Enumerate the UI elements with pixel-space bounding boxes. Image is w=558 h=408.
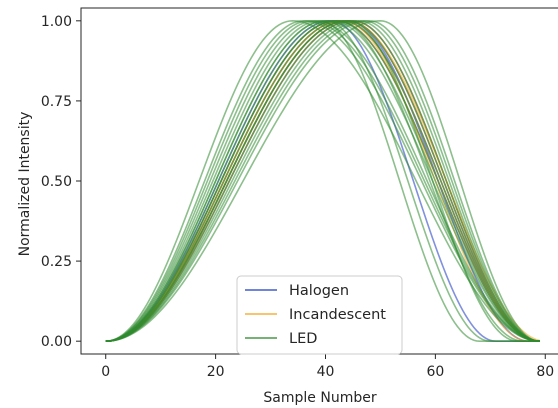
series-line [105,20,540,342]
x-tick-label: 40 [317,364,335,380]
y-axis-label: Normalized Intensity [17,112,33,257]
y-tick-label: 0.00 [41,334,72,350]
series-line [105,20,540,342]
y-axis: 0.00 0.25 0.50 0.75 1.00 [41,14,81,350]
series-line [105,20,540,342]
y-tick-label: 0.50 [41,174,72,190]
y-tick-label: 1.00 [41,14,72,30]
series-line [105,20,540,342]
y-tick-label: 0.75 [41,94,72,110]
legend-label: Halogen [289,283,349,299]
series-line [105,20,540,342]
x-tick-label: 80 [536,364,554,380]
series-line [105,20,540,342]
x-tick-label: 60 [426,364,444,380]
series-line [105,20,540,342]
legend-box [236,275,403,355]
legend-label: Incandescent [289,307,386,323]
series-line [105,20,540,342]
x-axis-label: Sample Number [263,390,376,406]
legend: Halogen Incandescent LED [236,275,403,355]
curves-layer [105,20,540,342]
y-tick-label: 0.25 [41,254,72,270]
x-tick-label: 20 [207,364,225,380]
series-led [105,20,540,342]
legend-label: LED [289,331,317,347]
series-line [105,20,540,342]
x-tick-label: 0 [101,364,110,380]
x-axis: 0 20 40 60 80 [101,354,554,380]
